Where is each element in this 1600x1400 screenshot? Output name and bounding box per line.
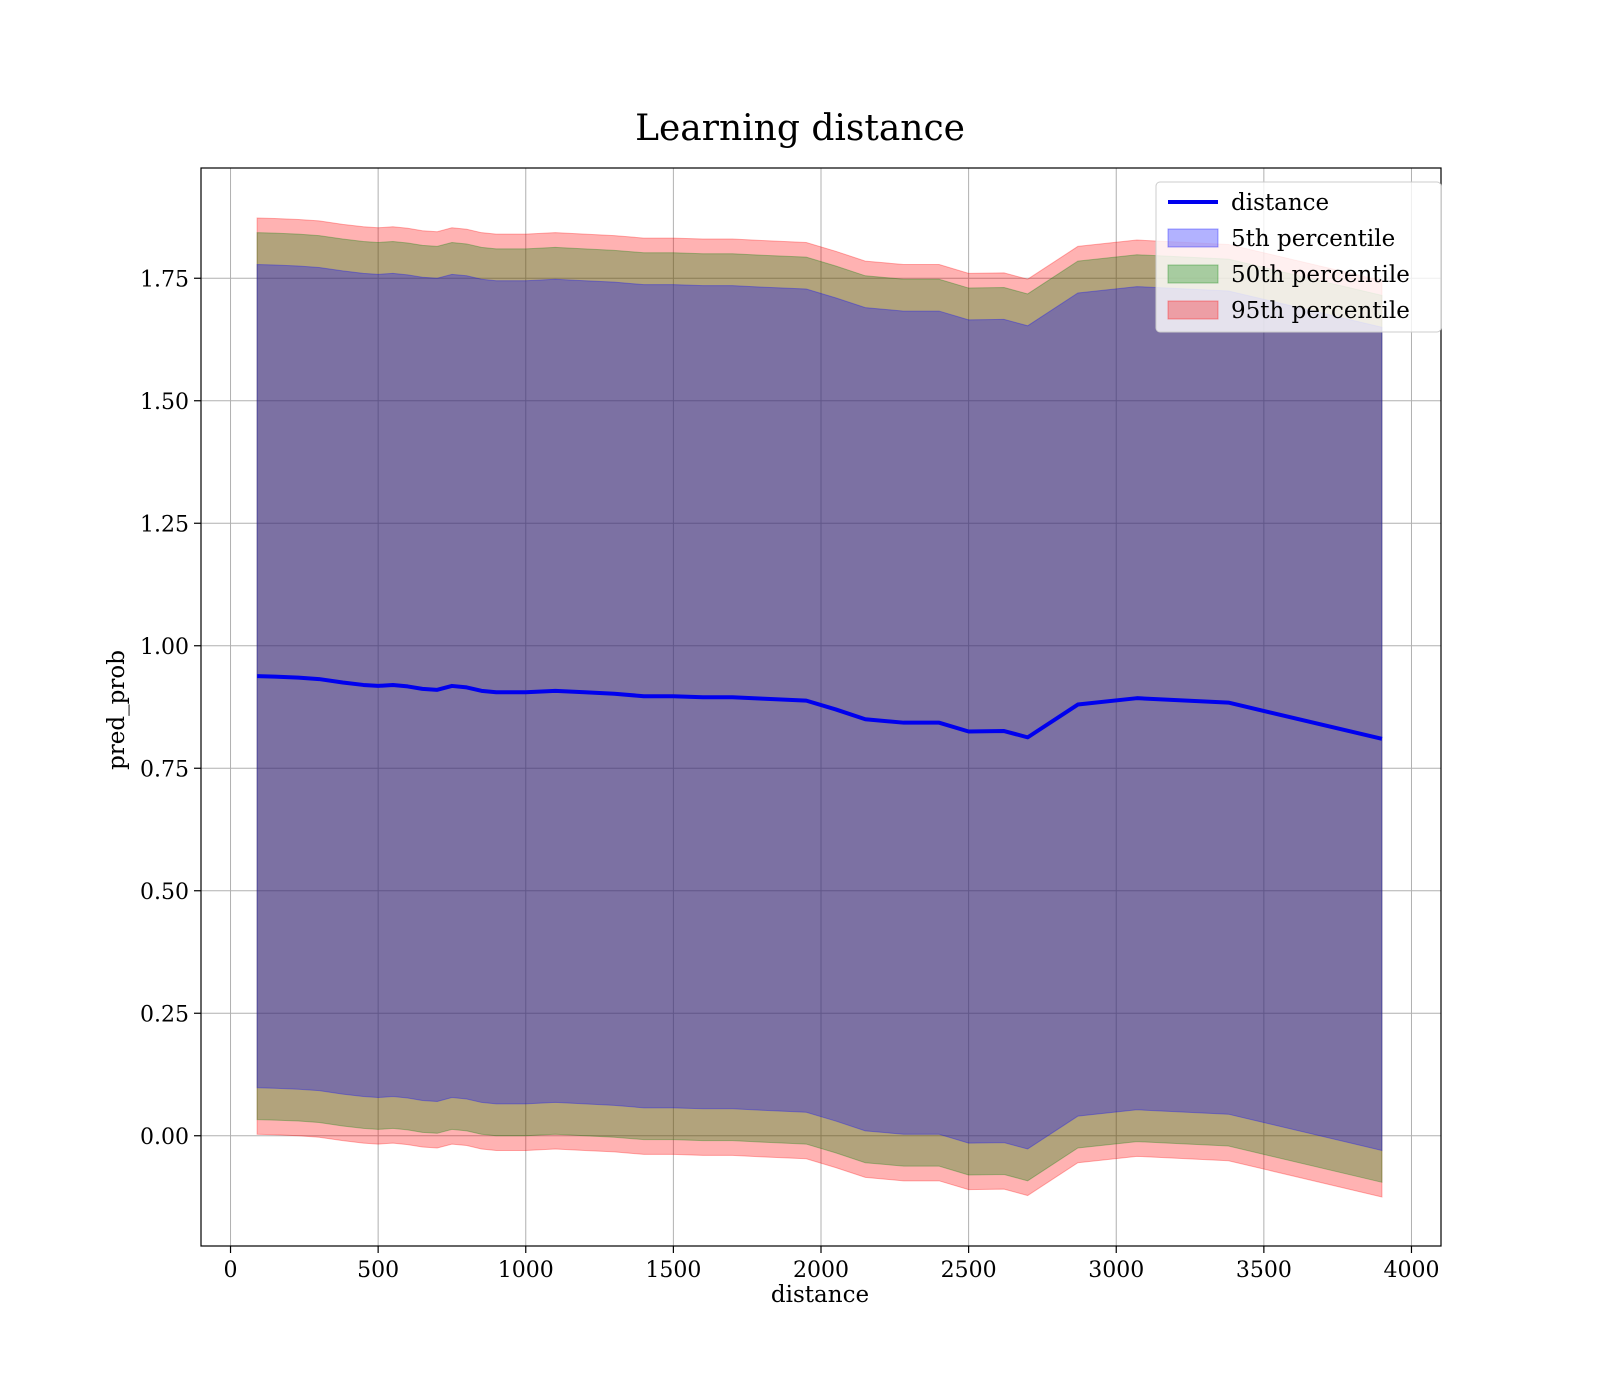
legend-swatch [1167, 264, 1219, 284]
legend-swatch [1167, 228, 1219, 248]
grid [201, 168, 1441, 1246]
legend-label: distance [1231, 190, 1329, 216]
x-axis-label: distance [771, 1282, 869, 1308]
legend-label: 95th percentile [1231, 298, 1410, 324]
x-tick-label: 3500 [1236, 1258, 1292, 1283]
band-95th-percentile [256, 217, 1383, 1198]
y-tick-label: 0.25 [140, 1002, 189, 1027]
y-axis-label: pred_prob [104, 650, 130, 770]
y-tick-label: 1.00 [140, 635, 189, 660]
legend-box [1155, 181, 1442, 333]
x-axis-ticks: 0 500 1000 1500 2000 2500 3000 3500 4000 [224, 1246, 1439, 1283]
legend-label: 50th percentile [1231, 262, 1410, 288]
percentile-bands [256, 217, 1383, 1198]
legend-swatch [1167, 300, 1219, 320]
x-tick-label: 3000 [1088, 1258, 1144, 1283]
x-tick-label: 500 [357, 1258, 399, 1283]
x-tick-label: 0 [224, 1258, 238, 1283]
x-tick-label: 2000 [793, 1258, 849, 1283]
chart-title: Learning distance [635, 108, 965, 149]
y-tick-label: 0.00 [140, 1125, 189, 1150]
y-tick-label: 1.25 [140, 512, 189, 537]
y-axis-ticks: 0.00 0.25 0.50 0.75 1.00 1.25 1.50 1.75 [140, 267, 201, 1150]
x-tick-label: 1000 [498, 1258, 554, 1283]
y-tick-label: 0.50 [140, 880, 189, 905]
band-50th-percentile [256, 232, 1383, 1183]
y-tick-label: 0.75 [140, 757, 189, 782]
line-distance [257, 674, 1383, 741]
band-5th-percentile [256, 264, 1383, 1152]
series-lines [257, 674, 1383, 741]
x-tick-label: 1500 [645, 1258, 701, 1283]
y-tick-label: 1.50 [140, 390, 189, 415]
legend: distance 5th percentile 50th percentile 95t… [1155, 181, 1442, 333]
x-tick-label: 2500 [941, 1258, 997, 1283]
x-tick-label: 4000 [1383, 1258, 1439, 1283]
y-tick-label: 1.75 [140, 267, 189, 292]
legend-label: 5th percentile [1231, 226, 1395, 252]
